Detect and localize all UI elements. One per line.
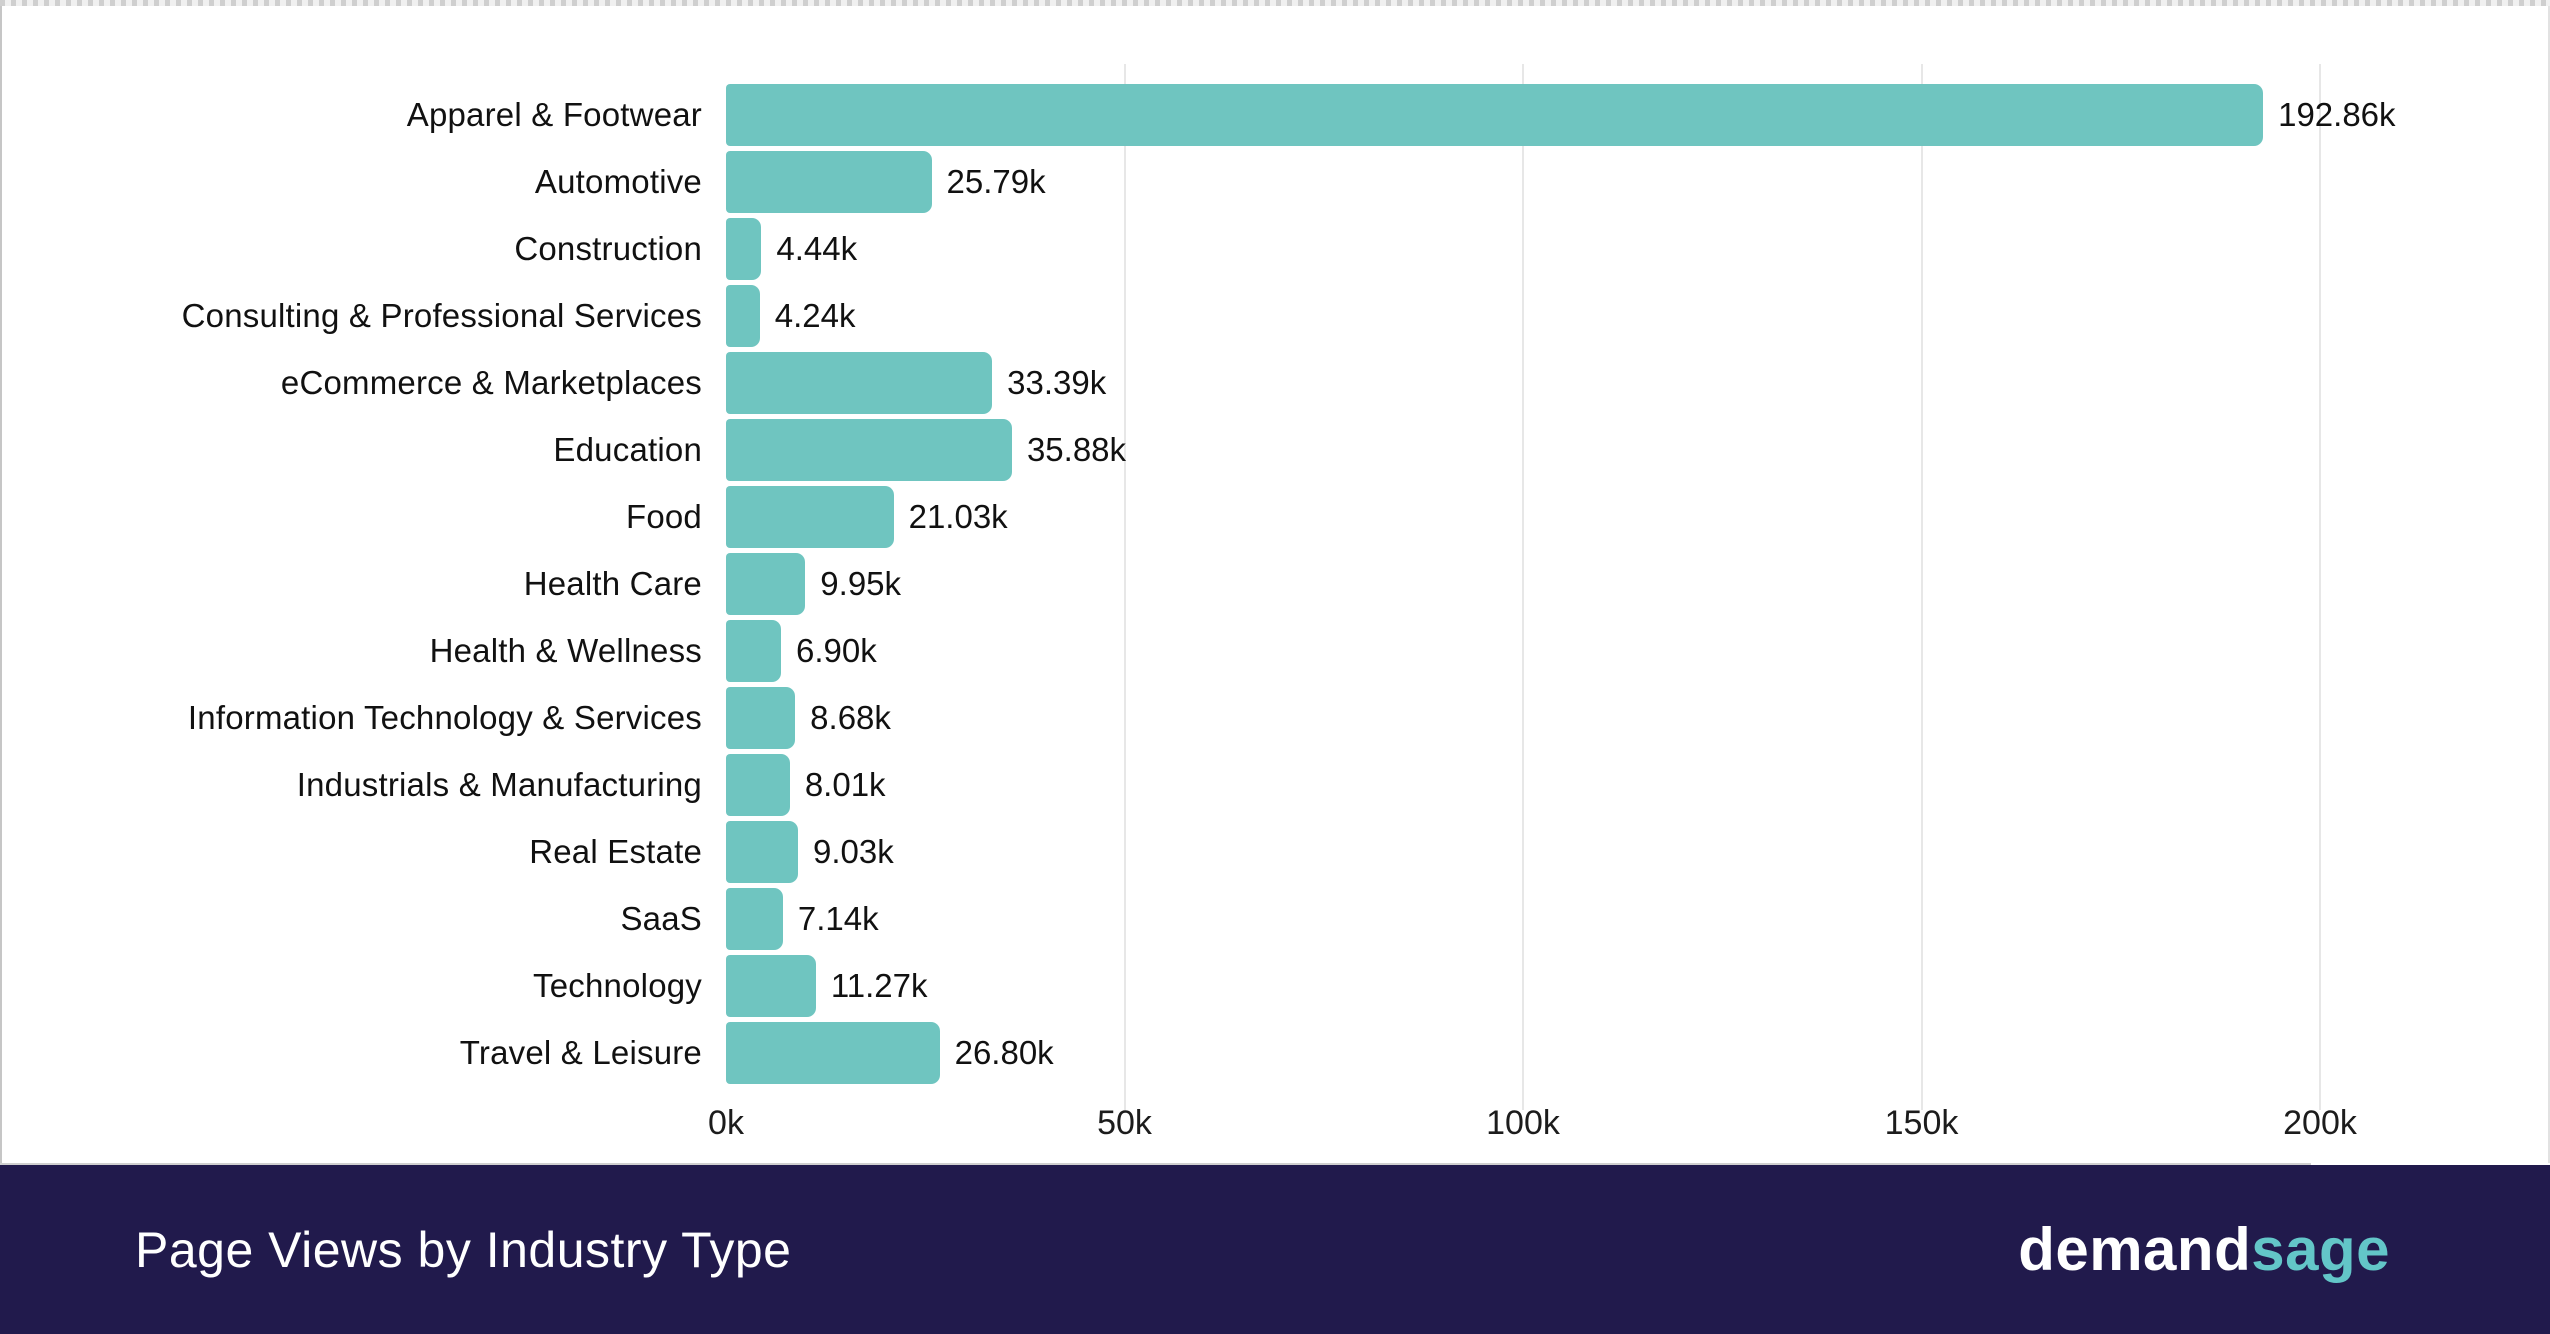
category-label: Food: [625, 498, 702, 535]
gridline: [1123, 64, 1126, 1110]
bar: [726, 821, 798, 883]
bar-row: Real Estate 9.03k: [2, 821, 2548, 883]
bar: [726, 151, 932, 213]
x-tick-label: 0k: [708, 1104, 744, 1142]
bar: [726, 687, 796, 749]
value-label: 192.86k: [2278, 96, 2396, 133]
category-label: Real Estate: [529, 833, 702, 870]
bar-row: SaaS 7.14k: [2, 888, 2548, 950]
value-label: 4.24k: [774, 297, 856, 334]
value-label: 8.68k: [810, 699, 891, 736]
value-label: 11.27k: [830, 967, 928, 1004]
bar-row: Education 35.88k: [2, 419, 2548, 481]
logo-text-sage: sage: [2251, 1216, 2390, 1283]
category-label: Consulting & Professional Services: [181, 297, 702, 334]
value-label: 26.80k: [954, 1034, 1054, 1071]
bar: [726, 888, 783, 950]
bar-row: Food 21.03k: [2, 486, 2548, 548]
demandsage-logo: demandsage: [2018, 1215, 2390, 1284]
category-label: Travel & Leisure: [459, 1034, 702, 1071]
chart-title: Page Views by Industry Type: [135, 1221, 792, 1278]
x-tick-label: 50k: [1097, 1104, 1152, 1142]
bar: [726, 486, 894, 548]
bar-row: eCommerce & Marketplaces 33.39k: [2, 352, 2548, 414]
category-label: Information Technology & Services: [187, 699, 702, 736]
bar: [726, 955, 816, 1017]
bar: [726, 285, 760, 347]
footer-banner: Page Views by Industry Type demandsage: [0, 1165, 2550, 1334]
bar-row: Information Technology & Services 8.68k: [2, 687, 2548, 749]
value-label: 9.95k: [820, 565, 902, 602]
x-tick-label: 200k: [2283, 1104, 2357, 1142]
bar-row: Health Care 9.95k: [2, 553, 2548, 615]
category-label: Industrials & Manufacturing: [296, 766, 702, 803]
gridline: [1920, 64, 1923, 1110]
bar: [726, 1022, 940, 1084]
bar-chart: Apparel & Footwear 192.86k Automotive 25.79…: [0, 6, 2550, 1165]
category-label: Construction: [514, 230, 702, 267]
x-tick-label: 100k: [1486, 1104, 1560, 1142]
value-label: 7.14k: [797, 900, 879, 937]
bar: [726, 84, 2264, 146]
bar-row: Automotive 25.79k: [2, 151, 2548, 213]
footer-divider-line: [0, 1163, 2311, 1165]
bar: [726, 553, 806, 615]
value-label: 9.03k: [812, 833, 894, 870]
bar: [726, 352, 993, 414]
bar-row: Consulting & Professional Services 4.24k: [2, 285, 2548, 347]
value-label: 8.01k: [804, 766, 886, 803]
bar: [726, 754, 790, 816]
category-label: Health Care: [523, 565, 702, 602]
x-tick-label: 150k: [1884, 1104, 1959, 1142]
value-label: 25.79k: [946, 163, 1046, 200]
value-label: 21.03k: [908, 498, 1008, 535]
bar-row: Industrials & Manufacturing 8.01k: [2, 754, 2548, 816]
bar: [726, 218, 762, 280]
value-label: 35.88k: [1026, 431, 1127, 468]
bar-row: Technology 11.27k: [2, 955, 2548, 1017]
bar-row: Travel & Leisure 26.80k: [2, 1022, 2548, 1084]
value-label: 6.90k: [795, 632, 877, 669]
bar: [726, 419, 1012, 481]
bar-row: Apparel & Footwear 192.86k: [2, 84, 2548, 146]
category-label: Health & Wellness: [429, 632, 702, 669]
category-label: Technology: [533, 967, 702, 1004]
category-label: Apparel & Footwear: [406, 96, 702, 133]
category-label: Automotive: [534, 163, 702, 200]
bar-row: Construction 4.44k: [2, 218, 2548, 280]
logo-text-demand: demand: [2018, 1216, 2252, 1283]
bar: [726, 620, 781, 682]
value-label: 4.44k: [776, 230, 858, 267]
category-label: eCommerce & Marketplaces: [280, 364, 702, 401]
category-label: SaaS: [620, 900, 702, 937]
gridline: [1522, 64, 1524, 1110]
value-label: 33.39k: [1007, 364, 1107, 401]
gridline: [2319, 64, 2321, 1110]
dashed-top-border: [0, 0, 2550, 6]
bar-rows: Apparel & Footwear 192.86k Automotive 25.79…: [2, 84, 2548, 1089]
category-label: Education: [553, 431, 702, 468]
bar-row: Health & Wellness 6.90k: [2, 620, 2548, 682]
